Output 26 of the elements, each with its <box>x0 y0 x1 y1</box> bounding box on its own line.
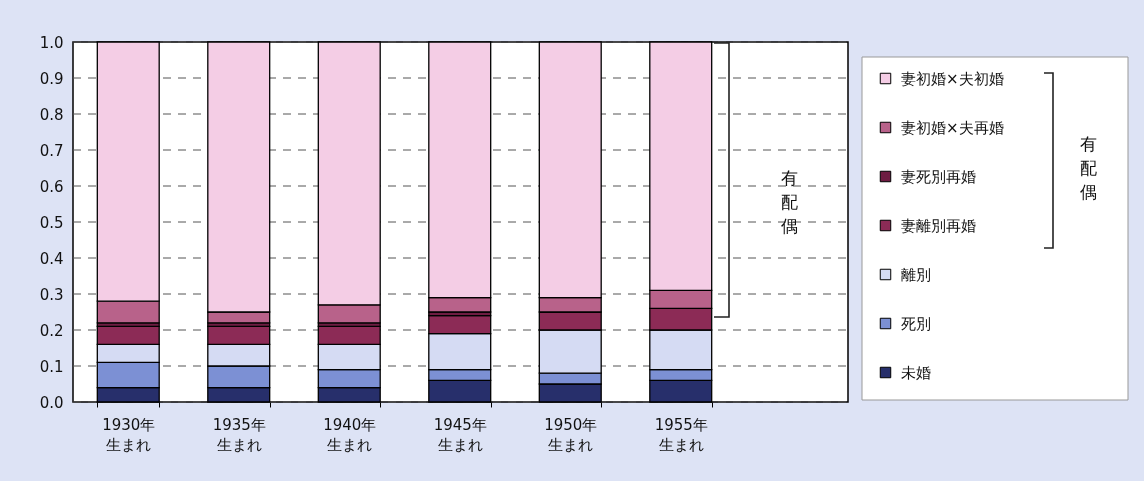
legend-label: 妻初婚×夫再婚 <box>901 118 1004 137</box>
text: 有配偶 <box>1079 134 1097 202</box>
text: 有配偶 <box>780 168 798 236</box>
y-tick-label: 0.5 <box>39 213 64 232</box>
y-tick-label: 0.2 <box>39 321 64 340</box>
x-tick-label: 1955年生まれ <box>654 415 708 454</box>
x-tick-label: 1950年生まれ <box>544 415 598 454</box>
legend-label: 妻初婚×夫初婚 <box>901 69 1004 88</box>
y-tick-label: 0.0 <box>39 393 64 412</box>
y-tick-label: 0.3 <box>39 285 64 304</box>
y-tick-label: 0.9 <box>39 69 64 88</box>
y-tick-label: 1.0 <box>39 33 64 52</box>
legend-label: 離別 <box>901 265 931 284</box>
legend-label: 妻離別再婚 <box>901 216 976 235</box>
x-tick-label: 1935年生まれ <box>212 415 266 454</box>
y-tick-label: 0.6 <box>39 177 64 196</box>
y-tick-label: 0.1 <box>39 357 64 376</box>
legend-label: 死別 <box>901 314 931 333</box>
legend-label: 未婚 <box>901 363 931 382</box>
x-tick-label: 1945年生まれ <box>433 415 487 454</box>
y-tick-label: 0.8 <box>39 105 64 124</box>
x-tick-label: 1940年生まれ <box>323 415 377 454</box>
x-tick-label: 1930年生まれ <box>102 415 156 454</box>
y-tick-label: 0.4 <box>39 249 64 268</box>
legend-label: 妻死別再婚 <box>901 167 976 186</box>
y-tick-label: 0.7 <box>39 141 64 160</box>
